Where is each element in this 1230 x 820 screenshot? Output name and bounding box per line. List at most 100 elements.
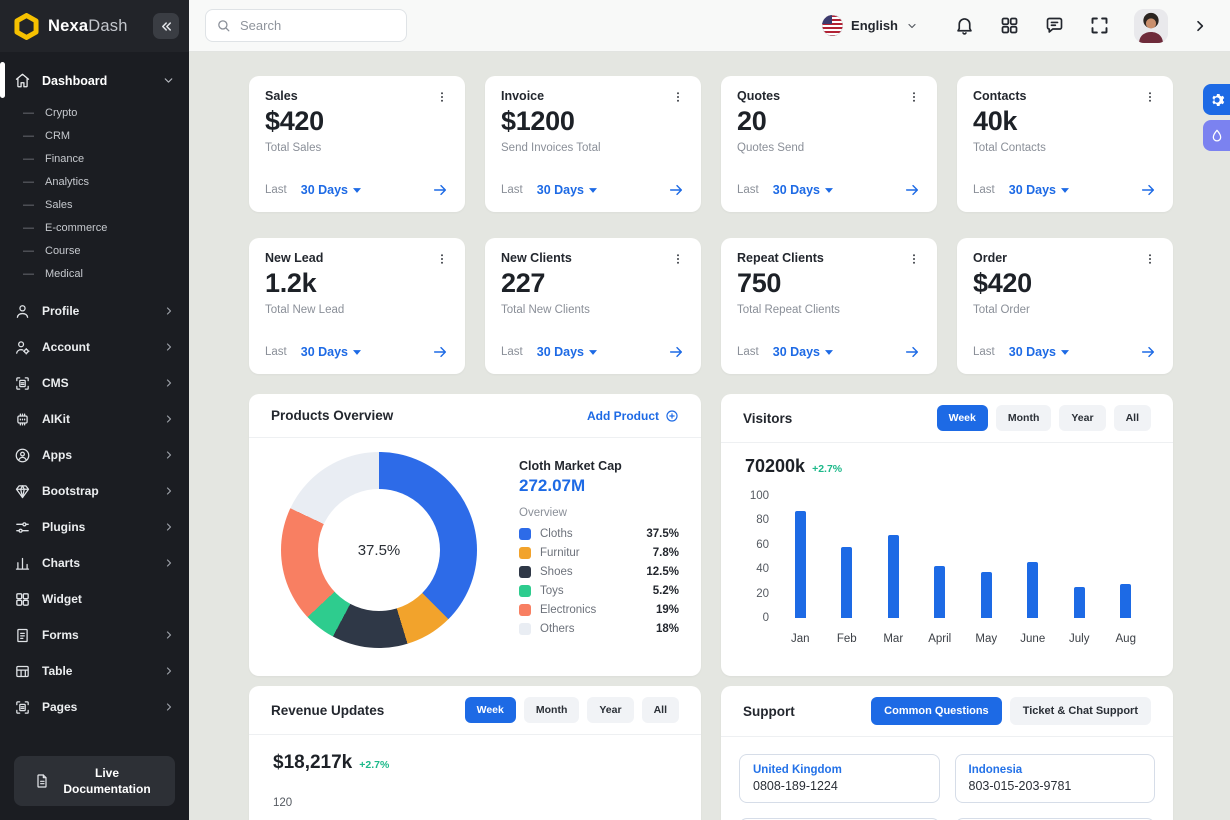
support-tab-common-questions[interactable]: Common Questions — [871, 697, 1002, 725]
stat-card-value: $420 — [973, 268, 1157, 299]
panel-title: Visitors — [743, 411, 792, 426]
revenue-tab-month[interactable]: Month — [524, 697, 580, 723]
sidebar-subitem-analytics[interactable]: —Analytics — [0, 170, 189, 193]
sidebar-subitem-e-commerce[interactable]: —E-commerce — [0, 216, 189, 239]
arrow-right-icon — [903, 344, 921, 360]
visitors-body: 70200k +2.7% 100806040200 JanFebMarApril… — [721, 443, 1173, 645]
right-panel-toggle-button[interactable] — [1192, 18, 1208, 34]
period-dropdown[interactable]: 30 Days — [773, 345, 833, 359]
products-overview-header: Products Overview Add Product — [249, 394, 701, 438]
stat-card-footer: Last 30 Days — [265, 344, 449, 360]
period-dropdown[interactable]: 30 Days — [1009, 345, 1069, 359]
fullscreen-button[interactable] — [1089, 15, 1110, 36]
sidebar-item-plugins[interactable]: Plugins — [0, 509, 189, 545]
support-tab-ticket-chat-support[interactable]: Ticket & Chat Support — [1010, 697, 1151, 725]
visitors-tab-all[interactable]: All — [1114, 405, 1151, 431]
sidebar-item-dashboard[interactable]: Dashboard — [0, 62, 189, 99]
brand-name-light: Dash — [88, 17, 127, 35]
theme-color-button[interactable] — [1203, 120, 1230, 151]
x-axis: JanFebMarAprilMayJuneJulyAug — [777, 633, 1149, 645]
card-menu-button[interactable] — [907, 89, 921, 105]
period-label: 30 Days — [301, 183, 348, 197]
notifications-button[interactable] — [954, 15, 975, 36]
revenue-tab-year[interactable]: Year — [587, 697, 633, 723]
stat-card-value: 227 — [501, 268, 685, 299]
go-to-details-button[interactable] — [903, 344, 921, 360]
sidebar-subitem-crypto[interactable]: —Crypto — [0, 101, 189, 124]
sidebar-item-apps[interactable]: Apps — [0, 437, 189, 473]
search-input[interactable] — [238, 17, 396, 34]
card-menu-button[interactable] — [435, 251, 449, 267]
sidebar-item-table[interactable]: Table — [0, 653, 189, 689]
chevron-right-icon — [163, 449, 175, 461]
add-product-button[interactable]: Add Product — [587, 409, 679, 423]
last-label: Last — [265, 346, 287, 358]
sidebar-item-charts[interactable]: Charts — [0, 545, 189, 581]
visitors-tab-year[interactable]: Year — [1059, 405, 1105, 431]
card-menu-button[interactable] — [435, 89, 449, 105]
period-dropdown[interactable]: 30 Days — [773, 183, 833, 197]
support-contact-united-kingdom[interactable]: United Kingdom0808-189-1224 — [739, 754, 940, 803]
period-dropdown[interactable]: 30 Days — [537, 183, 597, 197]
visitors-tab-month[interactable]: Month — [996, 405, 1052, 431]
visitors-tab-week[interactable]: Week — [937, 405, 988, 431]
sidebar-subitem-course[interactable]: —Course — [0, 239, 189, 262]
settings-button[interactable] — [1203, 84, 1230, 115]
go-to-details-button[interactable] — [431, 182, 449, 198]
revenue-tab-all[interactable]: All — [642, 697, 679, 723]
sidebar-subitem-finance[interactable]: —Finance — [0, 147, 189, 170]
period-dropdown[interactable]: 30 Days — [301, 183, 361, 197]
go-to-details-button[interactable] — [667, 344, 685, 360]
x-tick: June — [1010, 633, 1057, 645]
sidebar-item-pages[interactable]: Pages — [0, 689, 189, 725]
y-tick: 20 — [756, 588, 769, 600]
user-avatar[interactable] — [1134, 9, 1168, 43]
sidebar-item-cms[interactable]: CMS — [0, 365, 189, 401]
go-to-details-button[interactable] — [1139, 182, 1157, 198]
card-menu-button[interactable] — [1143, 89, 1157, 105]
sidebar-subitem-sales[interactable]: —Sales — [0, 193, 189, 216]
sidebar-item-profile[interactable]: Profile — [0, 293, 189, 329]
x-tick: Feb — [824, 633, 871, 645]
sidebar-item-aikit[interactable]: AIKit — [0, 401, 189, 437]
stat-card-contacts: Contacts 40k Total Contacts Last 30 Days — [957, 76, 1173, 212]
sidebar-item-forms[interactable]: Forms — [0, 617, 189, 653]
y-tick: 100 — [750, 490, 769, 502]
go-to-details-button[interactable] — [431, 344, 449, 360]
subitem-label: Analytics — [45, 176, 89, 188]
period-dropdown[interactable]: 30 Days — [301, 345, 361, 359]
sidebar-item-widget[interactable]: Widget — [0, 581, 189, 617]
go-to-details-button[interactable] — [667, 182, 685, 198]
grid-icon — [999, 15, 1020, 36]
card-menu-button[interactable] — [671, 251, 685, 267]
sidebar-subitem-medical[interactable]: —Medical — [0, 262, 189, 285]
support-body: United Kingdom0808-189-1224 Indonesia803-… — [721, 737, 1173, 820]
sidebar-item-bootstrap[interactable]: Bootstrap — [0, 473, 189, 509]
stat-card-title: Order — [973, 251, 1007, 265]
menu-item-label: Apps — [42, 448, 72, 462]
revenue-tab-week[interactable]: Week — [465, 697, 516, 723]
stat-card-value: $1200 — [501, 106, 685, 137]
card-menu-button[interactable] — [671, 89, 685, 105]
live-documentation-button[interactable]: Live Documentation — [14, 756, 175, 806]
x-tick: July — [1056, 633, 1103, 645]
language-selector[interactable]: English — [822, 15, 918, 36]
stat-card-footer: Last 30 Days — [973, 182, 1157, 198]
period-dropdown[interactable]: 30 Days — [1009, 183, 1069, 197]
sidebar-item-account[interactable]: Account — [0, 329, 189, 365]
subitem-label: Crypto — [45, 107, 77, 119]
period-dropdown[interactable]: 30 Days — [537, 345, 597, 359]
bar-may — [963, 490, 1010, 618]
stat-card-subtitle: Total New Clients — [501, 304, 685, 316]
messages-button[interactable] — [1044, 15, 1065, 36]
go-to-details-button[interactable] — [903, 182, 921, 198]
support-contact-indonesia[interactable]: Indonesia803-015-203-9781 — [955, 754, 1156, 803]
apps-grid-button[interactable] — [999, 15, 1020, 36]
legend-swatch — [519, 566, 531, 578]
card-menu-button[interactable] — [907, 251, 921, 267]
sidebar-collapse-button[interactable] — [153, 13, 179, 39]
card-menu-button[interactable] — [1143, 251, 1157, 267]
sidebar-subitem-crm[interactable]: —CRM — [0, 124, 189, 147]
stat-card-value: $420 — [265, 106, 449, 137]
go-to-details-button[interactable] — [1139, 344, 1157, 360]
